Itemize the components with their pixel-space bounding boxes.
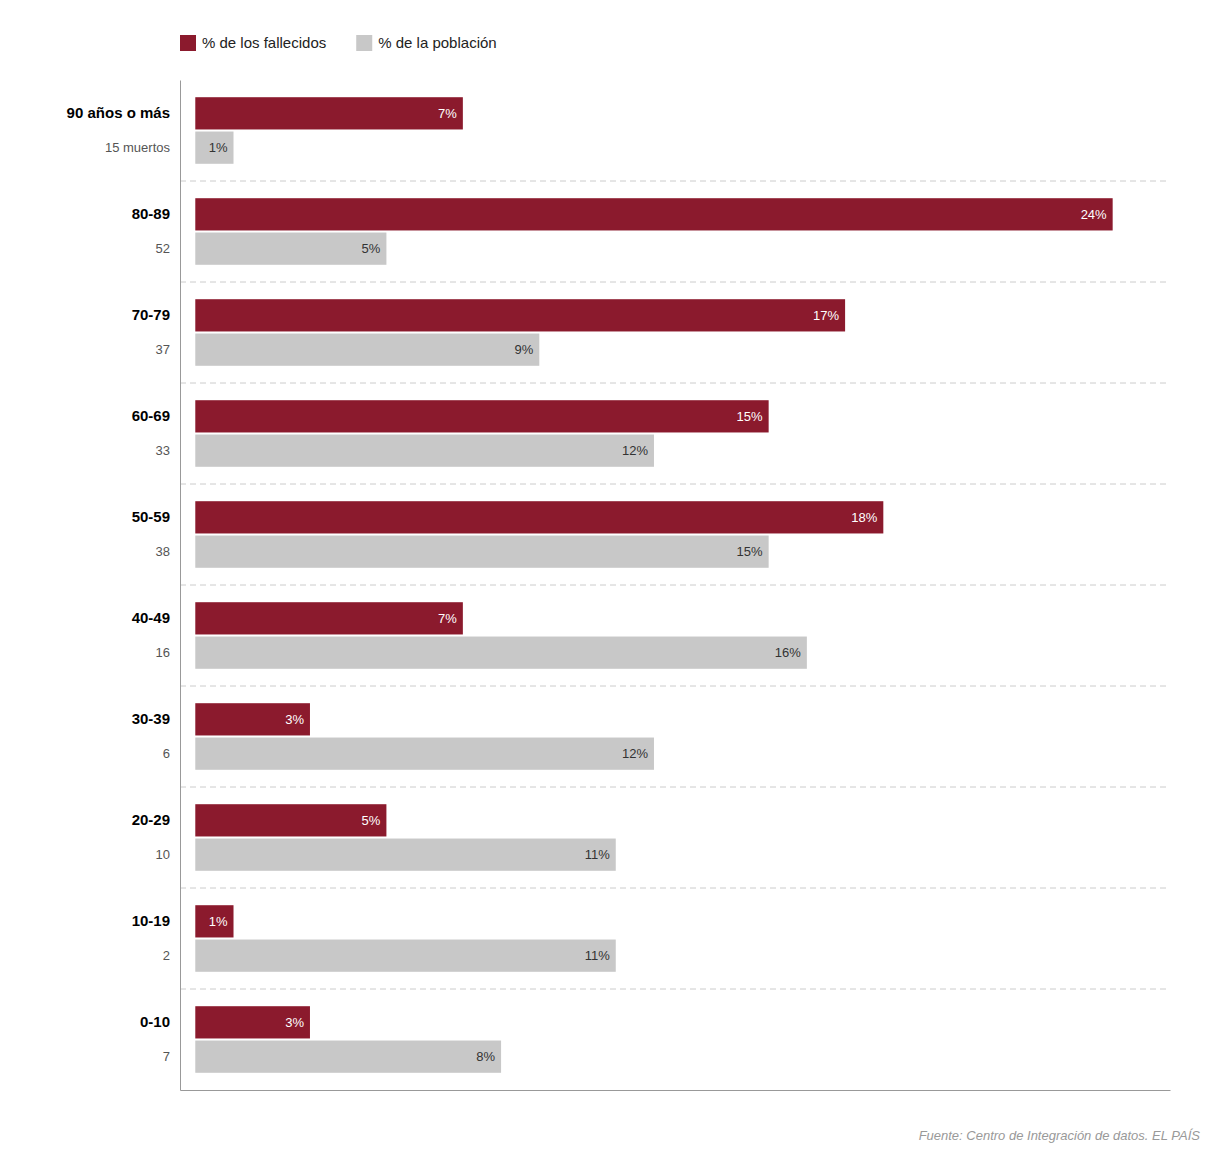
data-label: 7%	[438, 611, 457, 626]
separator	[180, 888, 1170, 889]
data-label: 3%	[285, 712, 304, 727]
bar	[195, 501, 883, 533]
separator	[180, 383, 1170, 384]
y-tick-label: 30-39	[132, 710, 170, 727]
data-label: 17%	[813, 308, 839, 323]
bars	[195, 97, 1112, 1073]
bar	[195, 738, 654, 770]
legend-item: % de la población	[356, 34, 496, 51]
annotations: 15 muertos 52 37 33 38 16 6 10 2 7	[105, 140, 171, 1064]
data-label: 3%	[285, 1015, 304, 1030]
y-tick-label: 50-59	[132, 508, 170, 525]
separator	[180, 686, 1170, 687]
death-count: 16	[156, 645, 170, 660]
y-tick: 70-79	[132, 306, 180, 332]
death-count: 37	[156, 342, 170, 357]
data-label: 7%	[438, 106, 457, 121]
source: Fuente: Centro de Integración de datos. …	[919, 1128, 1201, 1143]
bar	[195, 703, 310, 735]
y-tick: 10-19	[132, 912, 180, 938]
y-tick: 50-59	[132, 508, 180, 534]
y-tick: 80-89	[132, 205, 180, 231]
bar	[195, 1006, 310, 1038]
y-tick: 60-69	[132, 407, 180, 433]
data-labels: 7% 24% 17% 15% 18% 7% 3% 5% 1% 3% 1% 5% 9% 12% 15% 16% 1…	[209, 106, 1107, 1064]
data-label: 11%	[585, 948, 610, 963]
y-tick-label: 70-79	[132, 306, 170, 323]
y-tick-label: 80-89	[132, 205, 170, 222]
data-label: 15%	[737, 544, 763, 559]
y-tick-label: 60-69	[132, 407, 170, 424]
plot-area: 7% 24% 17% 15% 18% 7% 3% 5% 1% 3% 1% 5% 9% 12% 15% 16% 1…	[67, 81, 1171, 1091]
data-label: 12%	[622, 746, 648, 761]
y-axis: 90 años o más 80-89 70-79 60-69 50-59 40-49 30…	[67, 81, 181, 1091]
bar	[195, 132, 233, 164]
y-tick-label: 0-10	[140, 1013, 170, 1030]
bar	[195, 602, 463, 634]
bar	[195, 233, 386, 265]
y-tick: 0-10	[140, 1013, 180, 1039]
y-axis-line	[180, 81, 181, 1091]
data-label: 5%	[362, 813, 381, 828]
separator	[180, 989, 1170, 990]
death-count: 52	[156, 241, 170, 256]
y-tick-label: 20-29	[132, 811, 170, 828]
data-label: 16%	[775, 645, 801, 660]
y-tick: 30-39	[132, 710, 180, 736]
death-count: 2	[163, 948, 170, 963]
y-tick: 90 años o más	[67, 104, 180, 130]
bar	[195, 839, 615, 871]
death-count: 6	[163, 746, 170, 761]
death-count: 7	[163, 1049, 170, 1064]
death-count: 38	[156, 544, 170, 559]
chart-container: 7% 24% 17% 15% 18% 7% 3% 5% 1% 3% 1% 5% 9% 12% 15% 16% 1…	[0, 0, 1220, 1160]
separators	[180, 181, 1170, 989]
bar	[195, 435, 654, 467]
bar	[195, 905, 233, 937]
bar	[195, 299, 845, 331]
data-label: 8%	[476, 1049, 495, 1064]
legend-label: % de la población	[378, 34, 496, 51]
legend: % de los fallecidos % de la población	[180, 34, 497, 51]
x-axis-line	[181, 1090, 1171, 1091]
data-label: 18%	[851, 510, 877, 525]
bar	[195, 198, 1112, 230]
y-tick-label: 40-49	[132, 609, 170, 626]
separator	[180, 282, 1170, 283]
separator	[180, 181, 1170, 182]
x-axis	[181, 1090, 1171, 1091]
death-count: 15 muertos	[105, 140, 171, 155]
death-count: 10	[156, 847, 170, 862]
legend-label: % de los fallecidos	[202, 34, 326, 51]
legend-item: % de los fallecidos	[180, 34, 326, 51]
data-label: 11%	[585, 847, 610, 862]
data-label: 5%	[362, 241, 381, 256]
bar	[195, 334, 539, 366]
data-label: 9%	[515, 342, 534, 357]
data-label: 24%	[1081, 207, 1107, 222]
y-tick: 40-49	[132, 609, 180, 635]
legend-swatch	[356, 35, 372, 51]
data-label: 12%	[622, 443, 648, 458]
bar	[195, 97, 463, 129]
data-label: 15%	[737, 409, 763, 424]
data-label: 1%	[209, 140, 228, 155]
bar	[195, 400, 768, 432]
legend-swatch	[180, 35, 196, 51]
death-count: 33	[156, 443, 170, 458]
bar	[195, 1041, 501, 1073]
bar	[195, 536, 768, 568]
chart-svg: 7% 24% 17% 15% 18% 7% 3% 5% 1% 3% 1% 5% 9% 12% 15% 16% 1…	[0, 0, 1220, 1160]
separator	[180, 585, 1170, 586]
bar	[195, 637, 807, 669]
separator	[180, 484, 1170, 485]
data-label: 1%	[209, 914, 228, 929]
separator	[180, 787, 1170, 788]
y-tick-label: 90 años o más	[67, 104, 170, 121]
bar	[195, 804, 386, 836]
y-tick: 20-29	[132, 811, 180, 837]
bar	[195, 940, 615, 972]
y-tick-label: 10-19	[132, 912, 170, 929]
